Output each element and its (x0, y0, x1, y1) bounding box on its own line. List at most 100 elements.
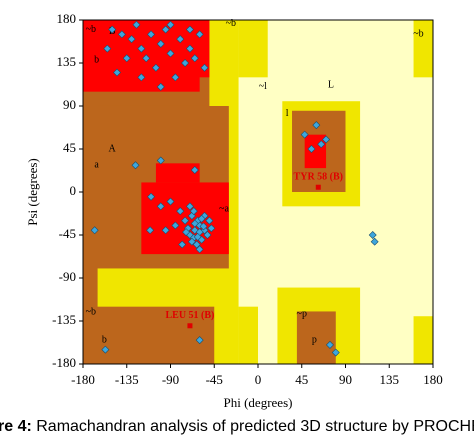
region-label: ~b (86, 307, 96, 318)
point (146, 226, 155, 235)
region-label: L (328, 79, 334, 90)
point (187, 237, 196, 246)
x-tick-label: 45 (295, 372, 308, 387)
point (205, 216, 214, 225)
point (156, 156, 165, 165)
y-tick-label: 180 (57, 11, 77, 26)
point (156, 82, 165, 91)
point (166, 49, 175, 58)
point (197, 214, 206, 223)
point (171, 73, 180, 82)
x-tick-label: -45 (206, 372, 223, 387)
x-tick-label: -135 (115, 372, 139, 387)
point (190, 54, 199, 63)
point (147, 30, 156, 39)
region-label: A (109, 143, 117, 154)
point (182, 228, 191, 237)
point (108, 25, 117, 34)
x-tick-label: 90 (339, 372, 352, 387)
caption-text: Ramachandran analysis of predicted 3D st… (32, 418, 474, 435)
point (322, 135, 331, 144)
point (156, 202, 165, 211)
point (142, 54, 151, 63)
point (300, 130, 309, 139)
point (312, 121, 321, 130)
y-tick-label: 90 (63, 97, 76, 112)
point (90, 226, 99, 235)
x-tick-label: 135 (380, 372, 400, 387)
point (181, 216, 190, 225)
point (176, 35, 185, 44)
point (185, 202, 194, 211)
point (122, 54, 131, 63)
point (190, 166, 199, 174)
y-tick-label: 45 (63, 140, 76, 155)
point (195, 245, 204, 254)
region-label: p (312, 334, 317, 345)
x-tick-label: -180 (71, 372, 95, 387)
point (127, 35, 136, 44)
point (166, 197, 175, 206)
x-tick-label: -90 (162, 372, 179, 387)
point (101, 345, 110, 354)
region-label: l (286, 108, 289, 119)
region-label: ~p (297, 309, 307, 320)
point (199, 222, 208, 231)
region-label: b (94, 54, 99, 65)
region-label: ~b (86, 24, 96, 35)
point (185, 44, 194, 53)
region-label: ~l (259, 81, 267, 92)
y-tick-label: -180 (52, 355, 76, 370)
highlight-point (187, 323, 193, 329)
caption-bold: re 4: (0, 418, 32, 435)
point (200, 63, 209, 72)
x-axis-title: Phi (degrees) (224, 395, 293, 410)
region-label: b (102, 334, 107, 345)
point (178, 240, 187, 249)
y-tick-label: -90 (59, 269, 76, 284)
highlight-label: LEU 51 (B) (165, 310, 214, 321)
point (207, 224, 216, 233)
point (132, 20, 141, 29)
point (176, 207, 185, 216)
point (117, 30, 126, 39)
point (156, 39, 165, 48)
highlight-label: TYR 58 (B) (294, 172, 343, 183)
point (203, 231, 212, 239)
point (185, 25, 194, 34)
point (192, 240, 201, 249)
highlight-point (315, 184, 321, 190)
region-label: ~b (413, 29, 423, 40)
plot-regions (83, 19, 433, 365)
point (307, 145, 316, 153)
point (103, 44, 112, 53)
point (189, 207, 198, 216)
point (195, 30, 204, 39)
point (331, 348, 340, 357)
point (370, 237, 379, 246)
region-label: ~b (226, 18, 236, 29)
point (131, 161, 140, 170)
point (193, 232, 202, 241)
y-tick-label: -135 (52, 312, 76, 327)
region-label: ~a (219, 203, 229, 214)
x-tick-label: 0 (255, 372, 262, 387)
point (317, 140, 326, 149)
point (113, 68, 121, 77)
caption: re 4: Ramachandran analysis of predicted… (0, 418, 474, 435)
point (147, 192, 156, 201)
point (171, 221, 180, 230)
point (137, 73, 146, 82)
point (181, 59, 190, 67)
point (325, 340, 334, 349)
y-tick-label: 0 (70, 183, 77, 198)
region-label: a (94, 160, 99, 171)
y-axis-title: Psi (degrees) (25, 158, 40, 226)
point (137, 44, 146, 53)
point (161, 226, 170, 235)
point (161, 25, 170, 34)
y-tick-label: -45 (59, 226, 76, 241)
x-tick-label: 180 (423, 372, 443, 387)
y-tick-label: 135 (57, 54, 77, 69)
